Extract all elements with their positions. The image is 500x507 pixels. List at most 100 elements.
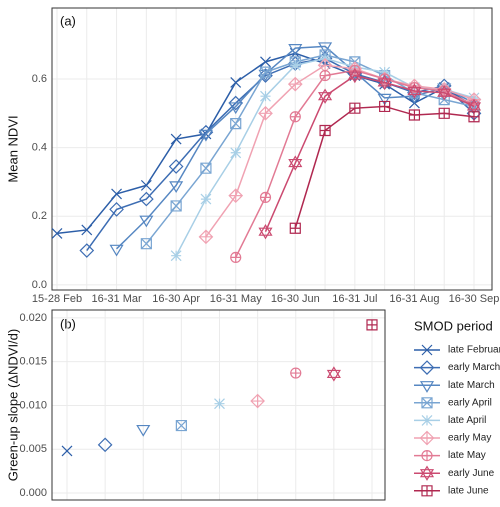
marker [288, 155, 303, 171]
marker [198, 229, 214, 245]
marker [466, 98, 482, 115]
marker [288, 44, 303, 56]
marker [421, 450, 433, 462]
legend-label: early April [448, 397, 492, 408]
marker [289, 111, 301, 123]
marker [175, 419, 187, 432]
marker [379, 100, 391, 113]
marker [81, 224, 93, 236]
marker [421, 485, 433, 497]
marker [287, 76, 303, 92]
legend-label: late June [448, 485, 489, 496]
marker [109, 202, 124, 217]
marker [289, 59, 301, 71]
y-tick-label: 0.010 [19, 399, 47, 411]
marker [230, 118, 242, 130]
marker [170, 200, 182, 212]
y-tick-label: 0.020 [19, 312, 47, 324]
marker [198, 129, 213, 142]
marker [258, 224, 273, 240]
marker [200, 162, 212, 174]
marker [79, 243, 95, 258]
marker [407, 83, 422, 99]
marker [140, 238, 152, 250]
x-tick-label: 16-31 May [210, 293, 262, 305]
x-tick-label: 16-31 Jul [332, 293, 377, 305]
marker [51, 227, 63, 239]
x-tick-label: 16-31 Aug [389, 293, 439, 305]
series-line [205, 64, 475, 238]
marker [230, 251, 242, 263]
marker [139, 191, 154, 207]
marker [228, 188, 244, 204]
legend-label: late April [448, 415, 486, 426]
y-tick-label: 0.015 [19, 356, 47, 368]
marker [61, 445, 73, 457]
marker [349, 102, 361, 114]
marker [230, 147, 242, 159]
x-tick-label: 16-30 Jun [271, 293, 320, 305]
marker [169, 181, 184, 194]
marker [419, 465, 435, 481]
marker [214, 398, 225, 410]
marker [318, 42, 333, 55]
legend-label: early March [448, 362, 500, 373]
legend-label: early June [448, 468, 495, 479]
marker [228, 102, 243, 115]
marker [438, 107, 450, 119]
x-tick-label: 16-30 Apr [152, 293, 200, 305]
marker [259, 66, 272, 78]
marker [136, 424, 151, 437]
panel-label: (b) [60, 316, 76, 331]
legend-title: SMOD period [414, 318, 493, 333]
panel-a [52, 8, 492, 290]
panel-border [51, 7, 493, 291]
marker [230, 77, 242, 88]
marker [258, 105, 273, 121]
marker [437, 85, 452, 101]
legend-label: early May [448, 433, 491, 444]
y-tick-label: 0.000 [19, 487, 47, 499]
series-line [116, 45, 475, 250]
marker [421, 344, 433, 356]
marker [139, 215, 154, 228]
legend-label: late March [448, 380, 495, 391]
y-tick-label: 0.2 [32, 210, 47, 222]
legend-label: late May [448, 450, 486, 461]
marker [260, 90, 271, 102]
marker [200, 193, 212, 205]
marker [290, 367, 302, 379]
marker [347, 67, 362, 84]
x-tick-label: 16-31 Mar [92, 293, 142, 305]
marker [260, 56, 271, 68]
marker [170, 250, 182, 262]
y-tick-label: 0.0 [32, 279, 47, 291]
marker [421, 397, 433, 409]
marker [319, 124, 331, 137]
marker [170, 133, 182, 145]
y-tick-label: 0.4 [32, 142, 47, 154]
marker [168, 159, 184, 174]
marker [421, 414, 433, 426]
series-line [264, 74, 475, 232]
y-axis-label: Mean NDVI [5, 115, 20, 182]
marker [109, 244, 124, 257]
marker [259, 191, 272, 203]
marker [419, 430, 435, 446]
marker [419, 360, 435, 375]
x-tick-label: 16-30 Sep [449, 293, 500, 305]
marker [366, 319, 378, 331]
marker [319, 70, 331, 82]
marker [318, 88, 333, 104]
y-tick-label: 0.6 [32, 73, 47, 85]
panel-label: (a) [60, 13, 76, 28]
marker [377, 93, 392, 106]
y-axis-label: Green-up slope (ΔNDVI/d) [5, 329, 20, 481]
marker [250, 393, 265, 409]
marker [97, 437, 113, 453]
marker [377, 74, 392, 91]
legend-label: late February [448, 345, 500, 356]
marker [326, 366, 341, 382]
marker [408, 109, 421, 121]
